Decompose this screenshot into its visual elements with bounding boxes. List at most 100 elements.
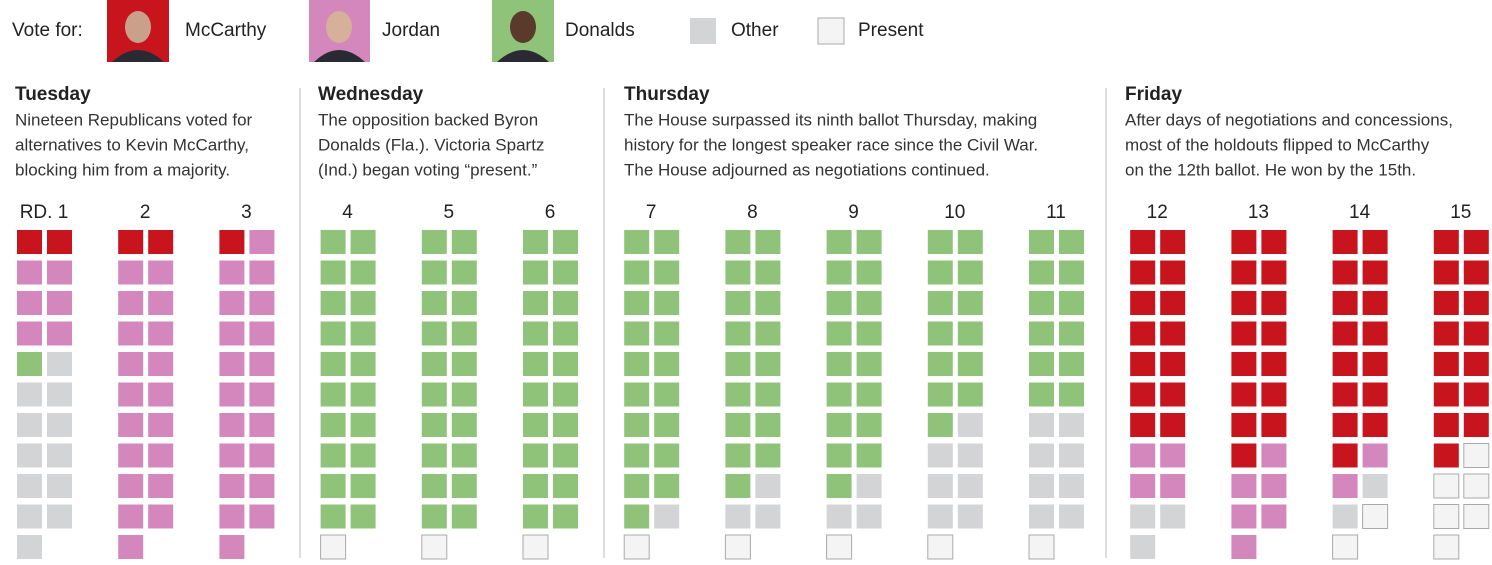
vote-square: [725, 261, 750, 285]
vote-square: [654, 413, 679, 437]
vote-square: [1434, 261, 1459, 285]
vote-square: [321, 291, 346, 315]
vote-square: [523, 413, 548, 437]
vote-square: [1333, 505, 1358, 529]
vote-square: [1333, 383, 1358, 407]
vote-square: [523, 352, 548, 376]
vote-square: [958, 261, 983, 285]
vote-square: [249, 444, 274, 468]
vote-square: [1434, 383, 1459, 407]
legend-label: McCarthy: [185, 20, 267, 41]
vote-square: [118, 261, 143, 285]
vote-square: [857, 474, 882, 498]
vote-square: [827, 535, 852, 559]
vote-square: [1059, 474, 1084, 498]
vote-square: [1363, 444, 1388, 468]
vote-square: [321, 261, 346, 285]
vote-square: [958, 444, 983, 468]
vote-square: [1333, 291, 1358, 315]
vote-square: [47, 291, 72, 315]
vote-square: [148, 261, 173, 285]
vote-square: [47, 505, 72, 529]
vote-square: [321, 535, 346, 559]
vote-square: [452, 261, 477, 285]
vote-square: [47, 413, 72, 437]
vote-square: [755, 444, 780, 468]
vote-square: [755, 322, 780, 346]
vote-square: [148, 413, 173, 437]
vote-square: [422, 474, 447, 498]
vote-square: [1231, 383, 1256, 407]
vote-square: [1059, 352, 1084, 376]
vote-square: [857, 444, 882, 468]
vote-square: [422, 352, 447, 376]
vote-square: [1231, 505, 1256, 529]
vote-square: [755, 505, 780, 529]
vote-square: [17, 230, 42, 254]
vote-square: [523, 291, 548, 315]
vote-square: [928, 230, 953, 254]
vote-square: [958, 291, 983, 315]
vote-square: [219, 444, 244, 468]
vote-square: [249, 474, 274, 498]
vote-square: [1059, 505, 1084, 529]
vote-square: [624, 291, 649, 315]
vote-square: [725, 352, 750, 376]
vote-square: [118, 291, 143, 315]
vote-square: [523, 261, 548, 285]
vote-square: [654, 383, 679, 407]
vote-square: [958, 474, 983, 498]
vote-square: [1130, 535, 1155, 559]
vote-square: [17, 383, 42, 407]
vote-square: [1434, 474, 1459, 498]
vote-square: [1464, 291, 1489, 315]
vote-square: [1231, 444, 1256, 468]
vote-square: [219, 352, 244, 376]
vote-square: [17, 535, 42, 559]
vote-square: [755, 230, 780, 254]
vote-square: [624, 474, 649, 498]
day-text: Donalds (Fla.). Victoria Spartz: [318, 135, 544, 154]
vote-square: [654, 352, 679, 376]
legend-label: Present: [858, 20, 924, 41]
vote-square: [928, 474, 953, 498]
vote-square: [827, 474, 852, 498]
round-label: 8: [747, 202, 758, 223]
vote-square: [523, 505, 548, 529]
vote-square: [1261, 291, 1286, 315]
vote-square: [321, 413, 346, 437]
vote-square: [1130, 291, 1155, 315]
vote-square: [17, 474, 42, 498]
vote-square: [148, 444, 173, 468]
vote-square: [1464, 474, 1489, 498]
vote-square: [452, 291, 477, 315]
vote-square: [1434, 535, 1459, 559]
vote-square: [654, 322, 679, 346]
vote-square: [1464, 413, 1489, 437]
vote-square: [755, 383, 780, 407]
vote-square: [1029, 261, 1054, 285]
vote-square: [351, 413, 376, 437]
vote-square: [654, 261, 679, 285]
vote-square: [351, 291, 376, 315]
vote-square: [1464, 230, 1489, 254]
vote-square: [47, 444, 72, 468]
vote-square: [219, 261, 244, 285]
vote-square: [452, 444, 477, 468]
vote-square: [553, 291, 578, 315]
vote-square: [1261, 322, 1286, 346]
vote-square: [827, 505, 852, 529]
vote-square: [654, 291, 679, 315]
vote-square: [553, 413, 578, 437]
vote-square: [1333, 230, 1358, 254]
legend: McCarthy Jordan Donalds Other Present: [107, 0, 924, 62]
vote-square: [857, 291, 882, 315]
vote-square: [725, 505, 750, 529]
round-label: 13: [1248, 202, 1269, 223]
vote-square: [1363, 352, 1388, 376]
vote-square: [1464, 383, 1489, 407]
vote-square: [1261, 352, 1286, 376]
vote-square: [827, 291, 852, 315]
vote-square: [1434, 413, 1459, 437]
vote-square: [725, 291, 750, 315]
